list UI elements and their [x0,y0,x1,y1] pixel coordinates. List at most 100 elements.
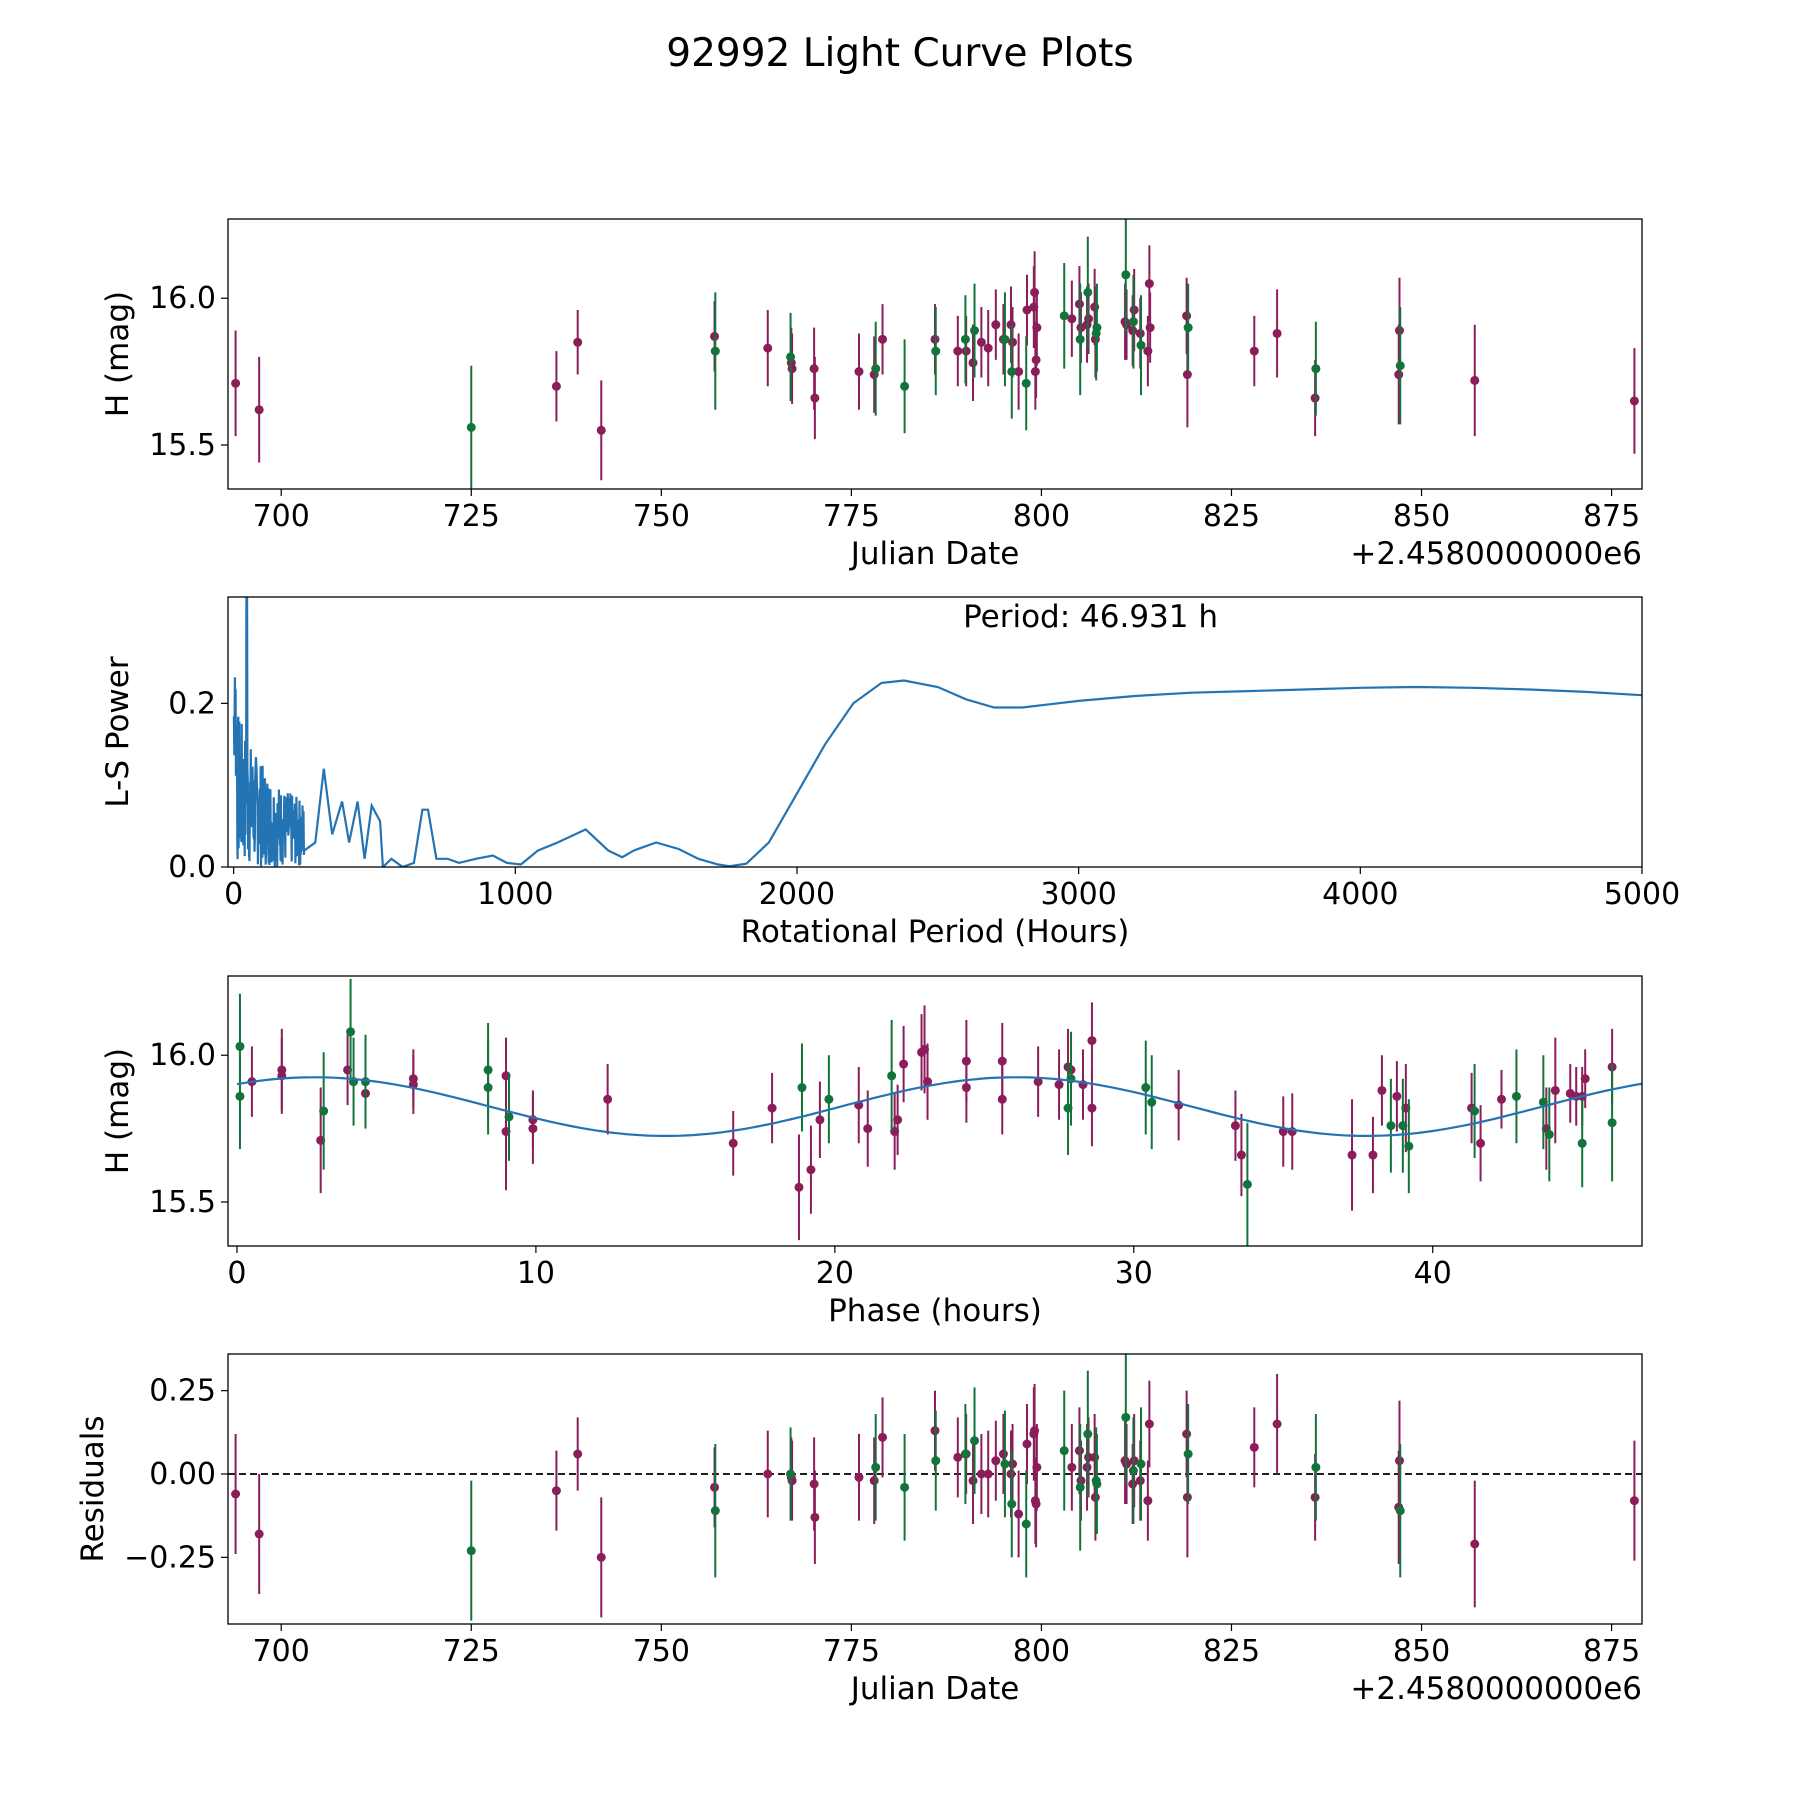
fit-curve [236,1076,1643,1137]
x-axis-label: Julian Date [849,536,1020,572]
green-data-point [1242,1179,1252,1189]
magenta-data-point [1032,323,1042,333]
y-tick-label: 0.0 [168,850,216,885]
green-data-point [1021,1519,1031,1529]
green-data-point [786,352,796,362]
magenta-data-point [1054,1080,1064,1090]
plot-frame [227,975,1643,1247]
phased-panel: 0 10 20 30 40 15.5 16.0 Phase (hours) H (mag) [100,975,1643,1329]
x-tick-label: 750 [633,1634,690,1669]
magenta-data-point [1022,305,1032,315]
magenta-data-point [899,1059,909,1069]
x-axis-label: Julian Date [849,1671,1020,1707]
magenta-data-point [254,405,264,415]
data-points [235,978,1617,1246]
magenta-data-point [794,1182,804,1192]
magenta-data-point [1249,1442,1259,1452]
x-tick-label: 825 [1203,499,1260,534]
magenta-data-point [1022,1439,1032,1449]
magenta-data-point [1347,1150,1357,1160]
green-data-point [1092,323,1102,333]
green-data-point [900,1482,910,1492]
green-data-point [871,364,881,374]
plot-frame [227,596,1643,868]
green-data-point [1007,367,1017,377]
magenta-data-point [1496,1094,1506,1104]
lightcurve-panel: 700 725 750 775 800 825 850 875 15.5 16.0 Julian D… [100,218,1643,572]
x-tick-label: 20 [816,1256,854,1291]
magenta-data-point [1629,1496,1639,1506]
green-data-point [931,346,941,356]
magenta-data-point [763,1469,773,1479]
green-data-point [1511,1091,1521,1101]
magenta-data-point [1230,1121,1240,1131]
green-data-point [1386,1121,1396,1131]
magenta-data-point [1580,1074,1590,1084]
green-data-point [1059,1446,1069,1456]
magenta-data-point [1032,1462,1042,1472]
x-tick-label: 875 [1583,1634,1640,1669]
figure-title: 92992 Light Curve Plots [666,31,1133,76]
magenta-data-point [1182,370,1192,380]
x-tick-label: 725 [443,1634,500,1669]
x-tick-label: 40 [1414,1256,1452,1291]
magenta-data-point [1392,1091,1402,1101]
green-data-point [1311,1462,1321,1472]
magenta-data-point [983,1469,993,1479]
magenta-data-point [408,1074,418,1084]
green-data-point [1607,1118,1617,1128]
green-data-point [970,1436,980,1446]
y-tick-label: −0.25 [124,1540,216,1575]
magenta-data-point [968,1476,978,1486]
green-data-point [1083,287,1093,297]
magenta-data-point [728,1138,738,1148]
green-data-point [797,1083,807,1093]
y-axis-label: L-S Power [100,656,136,807]
y-axis-label: H (mag) [100,1048,136,1174]
green-data-point [319,1106,329,1116]
magenta-data-point [1470,375,1480,385]
magenta-data-point [551,381,561,391]
green-data-point [1136,1459,1146,1469]
data-points [231,219,1639,489]
magenta-data-point [1550,1085,1560,1095]
magenta-data-point [1272,1419,1282,1429]
magenta-data-point [1014,367,1024,377]
magenta-data-point [1182,1429,1192,1439]
green-data-point [1128,1466,1138,1476]
green-data-point [931,1456,941,1466]
magenta-data-point [976,1469,986,1479]
green-data-point [235,1091,245,1101]
magenta-data-point [878,1432,888,1442]
green-data-point [1128,317,1138,327]
x-offset-label: +2.4580000000e6 [1350,536,1642,572]
x-tick-label: 3000 [1040,877,1116,912]
magenta-data-point [854,1472,864,1482]
y-axis-label: H (mag) [100,291,136,417]
magenta-data-point [1236,1150,1246,1160]
magenta-data-point [1014,1509,1024,1519]
magenta-data-point [976,337,986,347]
green-data-point [346,1027,356,1037]
green-data-point [1183,1449,1193,1459]
x-tick-label: 800 [1013,1634,1070,1669]
magenta-data-point [983,343,993,353]
magenta-data-point [551,1486,561,1496]
magenta-data-point [1144,279,1154,289]
magenta-data-point [1182,311,1192,321]
green-data-point [1544,1129,1554,1139]
green-data-point [786,1469,796,1479]
green-data-point [871,1462,881,1472]
x-axis-label: Phase (hours) [828,1293,1042,1329]
magenta-data-point [573,1449,583,1459]
green-data-point [466,1546,476,1556]
magenta-data-point [1087,1103,1097,1113]
x-tick-label: 825 [1203,1634,1260,1669]
green-data-point [960,1449,970,1459]
green-data-point [1183,323,1193,333]
magenta-data-point [1377,1085,1387,1095]
green-data-point [1092,1479,1102,1489]
y-axis-label: Residuals [75,1415,111,1562]
period-annotation: Period: 46.931 h [963,599,1218,635]
magenta-data-point [806,1165,816,1175]
